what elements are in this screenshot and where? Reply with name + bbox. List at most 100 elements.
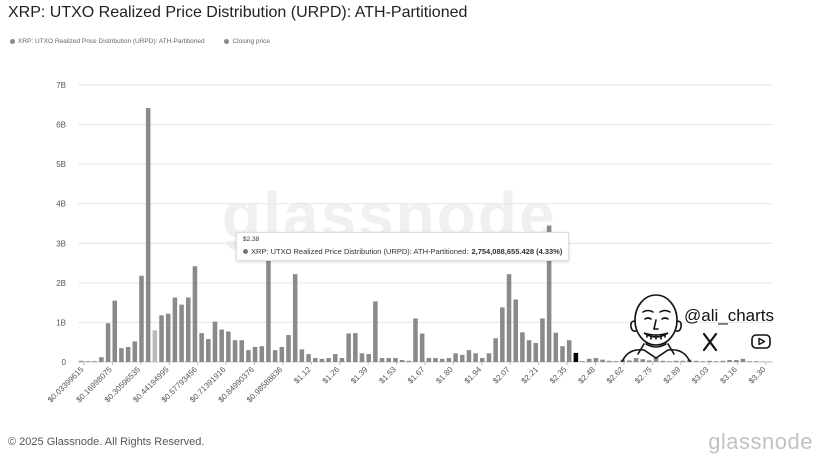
bar[interactable] [754,361,759,362]
bar[interactable] [560,346,565,362]
bar[interactable] [152,330,158,362]
bar[interactable] [286,335,291,362]
bar[interactable] [433,358,438,362]
bar[interactable] [206,339,211,362]
bar[interactable] [727,360,732,362]
bar[interactable] [439,358,445,362]
bar[interactable] [546,225,552,362]
bar[interactable] [426,358,432,362]
bar[interactable] [466,350,472,362]
bar[interactable] [386,358,392,362]
bar[interactable] [366,354,371,362]
bar[interactable] [506,274,512,362]
bar[interactable] [145,107,151,362]
bar[interactable] [553,332,559,362]
bar[interactable] [393,358,398,362]
bar[interactable] [292,274,298,362]
bar[interactable] [379,358,385,362]
bar[interactable] [607,360,612,362]
bar[interactable] [586,358,592,362]
bar[interactable] [446,358,452,362]
bar[interactable] [713,361,719,362]
bar[interactable] [139,275,144,362]
youtube-icon[interactable] [751,334,771,349]
bar[interactable] [353,333,358,362]
bar[interactable] [346,333,351,362]
bar[interactable] [540,318,545,362]
bar[interactable] [633,358,639,362]
bar[interactable] [760,361,766,363]
bar[interactable] [185,297,191,363]
bar[interactable] [272,350,278,362]
bar[interactable] [232,340,238,362]
legend-item-closing-price[interactable]: Closing price [224,38,270,45]
bar[interactable] [219,329,224,362]
bar[interactable] [312,358,318,362]
bar[interactable] [105,323,111,362]
bar[interactable] [413,318,418,362]
bar[interactable] [239,340,244,362]
bar[interactable] [212,321,218,362]
bar[interactable] [246,350,251,362]
bar[interactable] [533,343,539,362]
bar[interactable] [566,340,572,362]
bar[interactable] [473,353,478,362]
bar[interactable] [266,233,271,362]
bar[interactable] [92,361,97,362]
bar[interactable] [640,359,645,362]
bar[interactable] [192,266,198,362]
bar[interactable] [125,346,131,362]
bar[interactable] [580,361,585,362]
bar[interactable] [299,349,305,362]
bar[interactable] [520,332,525,362]
bar[interactable] [119,348,124,362]
bar[interactable] [500,307,505,362]
bar[interactable] [747,361,752,362]
bar[interactable] [740,358,746,362]
bar[interactable] [406,360,412,362]
bar[interactable] [326,358,331,362]
bar[interactable] [593,358,599,362]
bar[interactable] [112,300,118,362]
bar[interactable] [179,304,184,362]
bar[interactable] [680,360,686,362]
bar[interactable] [673,360,679,362]
bar[interactable] [373,301,378,362]
bar[interactable] [359,353,365,362]
x-logo-icon[interactable] [702,332,718,352]
bar[interactable] [513,299,518,362]
bar[interactable] [419,333,425,362]
legend-item-urpd[interactable]: XRP: UTXO Realized Price Distribution (U… [10,38,205,45]
bar[interactable] [399,360,405,362]
bar[interactable] [653,358,659,362]
bar[interactable] [700,361,706,362]
bar[interactable] [526,340,532,362]
bar[interactable] [767,361,772,363]
bar[interactable] [600,359,605,362]
bar[interactable] [720,360,726,362]
bar[interactable] [647,360,652,362]
bar[interactable] [165,313,171,362]
bar[interactable] [707,360,712,362]
bar[interactable] [85,361,91,362]
bar[interactable] [319,358,325,362]
bar[interactable] [459,354,465,362]
bar[interactable] [660,360,665,362]
bar[interactable] [613,361,619,362]
bar[interactable] [693,360,699,362]
bar[interactable] [480,358,485,362]
bar[interactable] [99,357,104,362]
bar[interactable] [172,297,178,363]
bar[interactable] [259,346,265,362]
closing-price-bar[interactable] [573,352,579,362]
bar[interactable] [79,360,84,362]
bar[interactable] [333,354,338,362]
bar[interactable] [226,331,231,362]
bar[interactable] [486,353,492,362]
bar[interactable] [159,315,164,362]
bar[interactable] [279,346,285,362]
bar[interactable] [667,361,672,362]
bar[interactable] [627,360,632,362]
bar[interactable] [733,360,739,362]
bar[interactable] [306,354,311,362]
